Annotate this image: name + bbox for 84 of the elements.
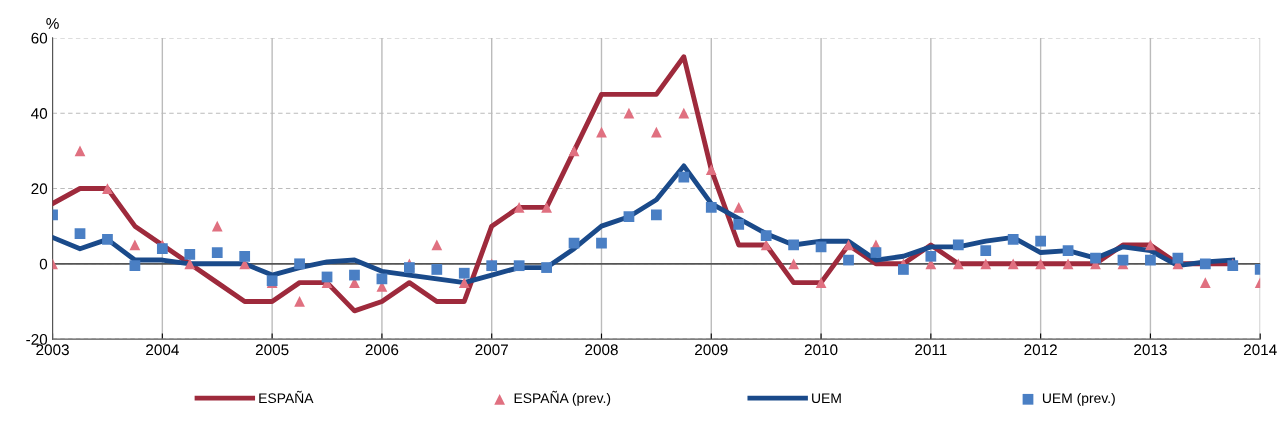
point xyxy=(431,264,443,275)
point xyxy=(1145,254,1156,266)
y-tick-label: 20 xyxy=(31,183,48,195)
point xyxy=(1062,245,1074,256)
legend-label: ESPAÑA xyxy=(259,390,314,404)
y-tick-label: -20 xyxy=(26,333,48,345)
point xyxy=(843,254,854,266)
point xyxy=(513,260,525,272)
point xyxy=(705,164,717,176)
point xyxy=(102,183,113,194)
point xyxy=(541,201,552,213)
point xyxy=(952,258,964,270)
x-tick-label: 2003 xyxy=(36,344,69,356)
point xyxy=(925,250,937,262)
x-tick-label: 2011 xyxy=(915,344,947,356)
point xyxy=(239,250,251,262)
point xyxy=(211,247,223,258)
point xyxy=(623,107,635,119)
point xyxy=(129,260,141,272)
x-tick-label: 2012 xyxy=(1024,344,1057,356)
point xyxy=(376,273,388,285)
point xyxy=(815,277,827,288)
x-tick-label: 2007 xyxy=(475,344,508,356)
x-tick-label: 2009 xyxy=(695,344,728,356)
point xyxy=(458,267,470,279)
point xyxy=(349,269,360,281)
point xyxy=(678,171,690,183)
point xyxy=(1145,239,1156,251)
legend-label: UEM xyxy=(812,393,841,404)
x-tick-label: 2006 xyxy=(365,344,399,356)
point xyxy=(74,228,86,240)
point xyxy=(74,145,86,157)
point xyxy=(1007,258,1019,270)
point xyxy=(1062,258,1074,270)
y-tick-label: 0 xyxy=(39,258,48,270)
point xyxy=(513,201,525,213)
point xyxy=(541,262,552,273)
point xyxy=(1172,252,1184,264)
y-axis-title: % xyxy=(46,18,59,29)
point xyxy=(156,243,168,255)
point xyxy=(458,277,470,288)
point xyxy=(678,107,690,119)
point xyxy=(815,241,827,253)
point xyxy=(568,145,580,157)
y-tick-label: 60 xyxy=(31,32,48,44)
point xyxy=(733,201,745,213)
point xyxy=(870,247,882,258)
point xyxy=(184,258,196,270)
legend-label: ESPAÑA (prev.) xyxy=(514,390,611,406)
point xyxy=(1035,258,1047,270)
point xyxy=(184,249,196,260)
legend-label: UEM (prev.) xyxy=(1042,392,1115,406)
point xyxy=(980,245,992,256)
point xyxy=(788,258,799,270)
point xyxy=(294,296,305,307)
point xyxy=(980,258,992,270)
x-tick-label: 2010 xyxy=(804,344,838,356)
x-tick-label: 2004 xyxy=(146,344,179,356)
point xyxy=(705,201,717,213)
point xyxy=(760,230,772,241)
point xyxy=(403,262,415,273)
point xyxy=(898,264,909,275)
point xyxy=(211,220,223,232)
point xyxy=(294,258,305,270)
point xyxy=(596,237,607,249)
point xyxy=(1090,252,1101,264)
point xyxy=(1007,233,1019,245)
point xyxy=(733,218,745,230)
point xyxy=(952,239,964,251)
x-tick-label: 2013 xyxy=(1134,344,1167,356)
point xyxy=(129,239,141,251)
x-tick-label: 2008 xyxy=(585,344,618,356)
point xyxy=(651,209,662,221)
point xyxy=(788,239,799,251)
point xyxy=(431,239,443,251)
point xyxy=(102,233,113,245)
point xyxy=(1035,235,1047,247)
y-tick-label: 40 xyxy=(31,108,48,119)
x-tick-label: 2014 xyxy=(1243,344,1277,356)
point xyxy=(623,211,635,223)
x-tick-label: 2005 xyxy=(255,344,289,356)
point xyxy=(651,126,662,138)
point xyxy=(1199,277,1211,288)
point xyxy=(1199,258,1211,270)
